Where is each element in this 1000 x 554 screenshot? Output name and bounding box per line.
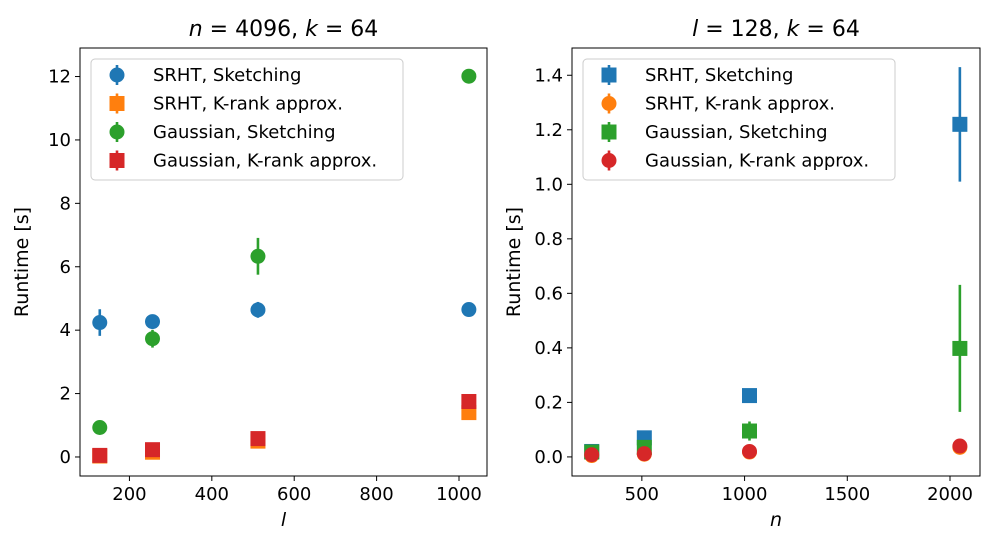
legend-label: Gaussian, K-rank approx.	[645, 151, 869, 172]
title-part: l	[692, 17, 698, 42]
x-tick-label: 800	[359, 484, 393, 505]
y-tick-label: 1.4	[534, 65, 563, 86]
x-tick-label: 2000	[927, 484, 973, 505]
x-tick-label: 1500	[824, 484, 870, 505]
data-point	[952, 340, 968, 356]
legend-marker	[601, 96, 617, 111]
legend-marker	[601, 67, 617, 83]
series-4	[584, 438, 968, 463]
y-axis-label: Runtime [s]	[503, 207, 525, 317]
data-point	[741, 443, 757, 459]
chart-title: l = 128, k = 64	[692, 17, 860, 42]
data-point	[145, 442, 161, 458]
legend-label: SRHT, Sketching	[153, 65, 301, 86]
legend: SRHT, Sketching SRHT, K-rank approx. Gauss…	[582, 58, 896, 181]
series-1	[92, 301, 477, 336]
x-axis-label: l	[281, 509, 287, 531]
panel-2: 500 1000 1500 2000 0.0 0.2 0.4 0.6 0.8 1.0 1.2 1.4 n…	[503, 17, 981, 531]
y-tick-label: 8	[60, 193, 71, 214]
y-tick-label: 1.0	[534, 174, 563, 195]
y-tick-label: 0.6	[534, 283, 563, 304]
series-4	[92, 393, 477, 463]
y-axis-label: Runtime [s]	[11, 207, 33, 317]
x-tick-label: 500	[625, 484, 659, 505]
legend-label: Gaussian, K-rank approx.	[153, 151, 377, 172]
legend-label: Gaussian, Sketching	[153, 122, 336, 143]
x-tick-label: 200	[112, 484, 146, 505]
plot-frame	[571, 47, 981, 477]
legend-label: SRHT, K-rank approx.	[153, 94, 343, 115]
y-tick-label: 0.2	[534, 392, 563, 413]
x-axis-label: n	[770, 509, 782, 531]
y-tick-label: 1.2	[534, 120, 563, 141]
x-tick-label: 600	[277, 484, 311, 505]
legend-marker	[601, 124, 617, 140]
y-tick-label: 0.0	[534, 447, 563, 468]
legend-marker	[601, 153, 617, 168]
data-point	[741, 423, 757, 439]
title-part: n	[189, 17, 203, 42]
data-point	[952, 116, 968, 132]
data-point	[461, 68, 477, 84]
data-point	[92, 447, 108, 463]
y-tick-label: 6	[60, 257, 71, 278]
legend-marker	[109, 153, 125, 168]
legend-box	[582, 58, 896, 181]
data-point	[636, 446, 652, 462]
y-tick-label: 0.4	[534, 338, 563, 359]
panel-1: 200 400 600 800 1000 0 2 4 6 8 10 12 l Runtime [s] n =…	[11, 17, 488, 531]
y-tick-label: 4	[60, 320, 71, 341]
data-point	[741, 388, 757, 404]
y-tick-label: 0.8	[534, 229, 563, 250]
data-point	[461, 393, 477, 409]
data-point	[584, 447, 600, 463]
legend-label: SRHT, K-rank approx.	[645, 94, 835, 115]
x-tick-label: 1000	[722, 484, 768, 505]
legend-marker	[109, 124, 125, 140]
data-point	[250, 248, 266, 264]
data-point	[92, 419, 108, 435]
title-part: k	[787, 17, 801, 42]
title-part: = 64	[799, 17, 859, 42]
data-point	[145, 314, 161, 330]
y-tick-label: 10	[48, 130, 71, 151]
legend-box	[90, 58, 404, 181]
data-point	[250, 302, 266, 318]
legend-marker	[109, 67, 125, 83]
data-point	[145, 331, 161, 347]
y-tick-label: 12	[48, 67, 71, 88]
legend: SRHT, Sketching SRHT, K-rank approx. Gauss…	[90, 58, 404, 181]
y-tick-label: 2	[60, 384, 71, 405]
data-point	[461, 302, 477, 318]
series-3	[92, 68, 477, 435]
data-point	[250, 431, 266, 447]
title-part: = 64	[318, 17, 378, 42]
y-tick-label: 0	[60, 447, 71, 468]
data-point	[952, 438, 968, 454]
plot-frame	[79, 47, 488, 477]
title-part: = 128,	[698, 17, 786, 42]
legend-label: SRHT, Sketching	[645, 65, 793, 86]
x-tick-label: 400	[195, 484, 229, 505]
data-point	[92, 315, 108, 331]
x-tick-label: 1000	[436, 484, 482, 505]
title-part: = 4096,	[203, 17, 305, 42]
title-part: k	[305, 17, 319, 42]
legend-marker	[109, 96, 125, 111]
legend-label: Gaussian, Sketching	[645, 122, 828, 143]
chart-title: n = 4096, k = 64	[189, 17, 379, 42]
